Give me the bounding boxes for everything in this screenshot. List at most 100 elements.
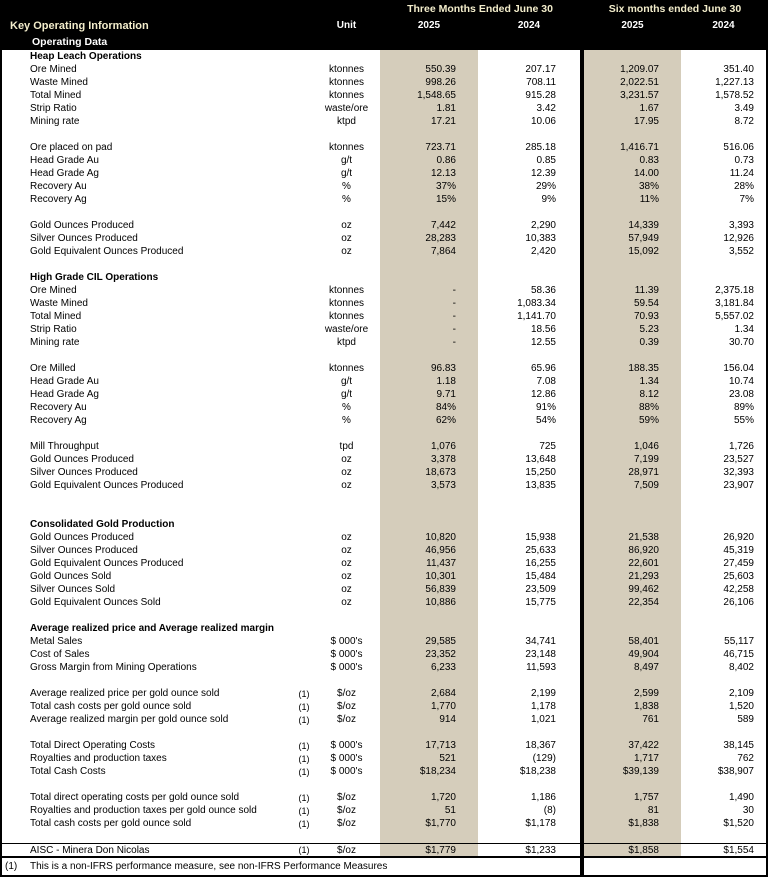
cell-6m-2025: 15,092 (584, 245, 681, 258)
row-label: Gold Equivalent Ounces Produced (30, 480, 184, 491)
cell-6m-2024: 1,227.13 (715, 77, 754, 88)
cell-3m-2025: 550.39 (380, 63, 478, 76)
row-note (295, 453, 313, 466)
cell-6m-2024: 351.40 (723, 64, 754, 75)
cell-6m-2025: 1,209.07 (584, 63, 681, 76)
row-note (295, 674, 313, 687)
cell-6m-2024: $1,554 (723, 844, 754, 856)
row-label: Ore placed on pad (30, 142, 113, 153)
cell-6m-2024 (681, 258, 766, 271)
row-label: Total Mined (30, 311, 82, 322)
column-separator (580, 583, 584, 596)
table-row: Recovery Ag % 62% 54% 59% 55% (2, 414, 766, 427)
table-row: Royalties and production taxes (1) $ 000… (2, 752, 766, 765)
row-label: Total cash costs per gold ounce sold (30, 701, 192, 712)
cell-3m-2024: 10.06 (530, 116, 556, 127)
row-label (2, 609, 295, 622)
row-unit: $/oz (337, 792, 356, 803)
row-note (295, 141, 313, 154)
table-row: Ore Mined ktonnes - 58.36 11.39 2,375.18 (2, 284, 766, 297)
cell-6m-2024 (681, 674, 766, 687)
column-separator (580, 219, 584, 232)
cell-3m-2025 (380, 778, 478, 791)
cell-6m-2024: 1,520 (728, 701, 754, 712)
cell-3m-2024: 12.86 (530, 389, 556, 400)
row-note (295, 505, 313, 518)
table-row: Mill Throughput tpd 1,076 725 1,046 1,72… (2, 440, 766, 453)
cell-6m-2024: 1,726 (728, 441, 754, 452)
table-row (2, 674, 766, 687)
cell-3m-2025: - (380, 323, 478, 336)
table-row: Gold Equivalent Ounces Sold oz 10,886 15… (2, 596, 766, 609)
row-note (295, 726, 313, 739)
row-label: Royalties and production taxes (30, 753, 167, 764)
table-row: Mining rate ktpd 17.21 10.06 17.95 8.72 (2, 115, 766, 128)
cell-3m-2025: 1,548.65 (380, 89, 478, 102)
cell-6m-2025: 1,757 (584, 791, 681, 804)
cell-6m-2025 (584, 349, 681, 362)
row-label: Consolidated Gold Production (30, 519, 175, 530)
row-label (2, 349, 295, 362)
row-note: (1) (298, 701, 310, 712)
cell-6m-2025: 8.12 (584, 388, 681, 401)
cell-3m-2025: 10,820 (380, 531, 478, 544)
cell-6m-2024: 3,181.84 (715, 298, 754, 309)
row-note: (1) (298, 714, 310, 725)
column-separator (580, 700, 584, 713)
row-label (2, 128, 295, 141)
row-unit: $ 000's (330, 662, 363, 673)
cell-3m-2025: 6,233 (380, 661, 478, 674)
cell-6m-2025: 5.23 (584, 323, 681, 336)
row-label: Recovery Ag (30, 194, 87, 205)
cell-6m-2025 (584, 505, 681, 518)
cell-6m-2024: 32,393 (723, 467, 754, 478)
cell-6m-2025: 0.83 (584, 154, 681, 167)
row-note (295, 89, 313, 102)
row-label: Average realized price per gold ounce so… (30, 688, 220, 699)
cell-6m-2025: 1.67 (584, 102, 681, 115)
column-separator (580, 206, 584, 219)
row-note (295, 440, 313, 453)
row-note (295, 583, 313, 596)
row-label: Head Grade Au (30, 376, 99, 387)
column-separator (580, 284, 584, 297)
table-row: Head Grade Au g/t 1.18 7.08 1.34 10.74 (2, 375, 766, 388)
cell-6m-2025: 88% (584, 401, 681, 414)
cell-6m-2024 (681, 50, 766, 63)
row-unit: $/oz (337, 805, 356, 816)
row-label (2, 206, 295, 219)
cell-6m-2024: 26,106 (723, 597, 754, 608)
cell-3m-2025: 28,283 (380, 232, 478, 245)
cell-3m-2024: 65.96 (530, 363, 556, 374)
cell-3m-2024: 23,148 (525, 649, 556, 660)
row-unit: oz (341, 233, 352, 244)
cell-6m-2025: 70.93 (584, 310, 681, 323)
row-unit: waste/ore (324, 324, 369, 335)
row-label: Metal Sales (30, 636, 83, 647)
cell-3m-2024: 12.39 (530, 168, 556, 179)
cell-3m-2025 (380, 830, 478, 843)
row-label: Average realized price and Average reali… (30, 623, 274, 634)
column-separator (580, 63, 584, 76)
cell-6m-2025: 1,717 (584, 752, 681, 765)
cell-3m-2024: (129) (532, 753, 556, 764)
cell-3m-2024: 0.85 (536, 155, 556, 166)
column-separator (580, 401, 584, 414)
cell-6m-2024 (681, 427, 766, 440)
cell-3m-2024: 7.08 (536, 376, 556, 387)
cell-3m-2024 (478, 830, 580, 843)
cell-6m-2025: 0.39 (584, 336, 681, 349)
column-separator (580, 674, 584, 687)
column-separator (580, 349, 584, 362)
cell-6m-2024 (681, 609, 766, 622)
cell-3m-2024: 25,633 (525, 545, 556, 556)
row-note (295, 362, 313, 375)
cell-3m-2024: 13,648 (525, 454, 556, 465)
cell-6m-2025: 17.95 (584, 115, 681, 128)
row-unit: waste/ore (324, 103, 369, 114)
row-unit: oz (341, 571, 352, 582)
row-label: Heap Leach Operations (30, 51, 142, 62)
cell-3m-2024 (478, 505, 580, 518)
cell-3m-2024: 2,199 (530, 688, 556, 699)
cell-3m-2024: 2,420 (530, 246, 556, 257)
